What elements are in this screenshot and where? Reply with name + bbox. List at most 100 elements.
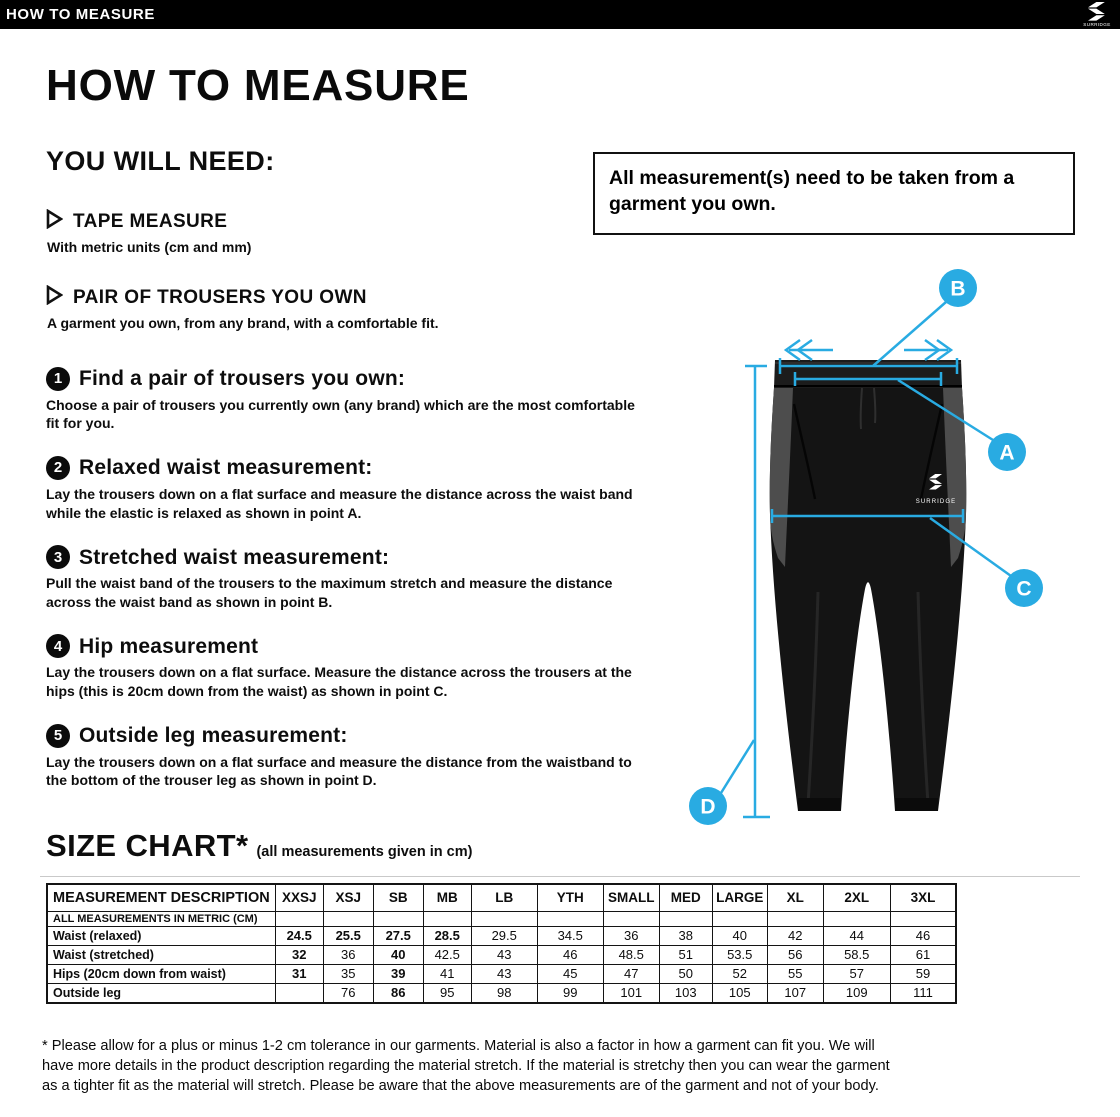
step-title: Relaxed waist measurement: — [79, 456, 373, 480]
empty-cell — [470, 910, 538, 927]
step-description: Pull the waist band of the trousers to t… — [46, 575, 613, 610]
step-title: Hip measurement — [79, 634, 259, 658]
step-1: 1 Find a pair of trousers you own: Choos… — [46, 366, 650, 433]
step-number-badge: 1 — [46, 366, 70, 391]
value-cell: 42 — [766, 925, 824, 946]
column-header: YTH — [536, 883, 604, 912]
step-title: Stretched waist measurement: — [79, 545, 390, 569]
value-cell: 40 — [372, 944, 424, 965]
step-2: 2 Relaxed waist measurement: Lay the tro… — [46, 455, 650, 522]
value-cell: 27.5 — [372, 925, 424, 946]
size-chart-table: MEASUREMENT DESCRIPTION XXSJ XSJ SB MB LB YTH S… — [46, 883, 958, 1004]
size-chart-heading: SIZE CHART* (all measurements given in c… — [46, 828, 472, 864]
value-cell: 55 — [766, 963, 824, 984]
surridge-logo-icon: SURRIDGE — [1083, 2, 1110, 27]
value-cell: 52 — [711, 963, 768, 984]
value-cell: 86 — [372, 982, 424, 1003]
page-title: HOW TO MEASURE — [46, 61, 470, 110]
size-chart-table-wrap: MEASUREMENT DESCRIPTION XXSJ XSJ SB MB LB YTH S… — [46, 883, 958, 1004]
column-header: 2XL — [822, 883, 891, 912]
svg-text:A: A — [999, 442, 1014, 465]
value-cell: 45 — [536, 963, 604, 984]
step-number-badge: 5 — [46, 723, 70, 748]
step-description: Lay the trousers down on a flat surface … — [46, 753, 632, 789]
measurement-diagram: SURRIDGE — [689, 262, 1095, 842]
table-row: Waist (relaxed) 24.5 25.5 27.5 28.5 29.5 34.5 3… — [46, 925, 957, 946]
value-cell: 29.5 — [470, 925, 538, 946]
column-header: SMALL — [602, 883, 660, 912]
size-chart-subtitle: (all measurements given in cm) — [256, 844, 473, 860]
measurement-annotations — [719, 301, 1012, 819]
surridge-logo: SURRIDGE — [1080, 1, 1114, 28]
column-header: XXSJ — [274, 883, 324, 912]
stretch-arrow-left — [783, 338, 833, 362]
step-number-badge: 3 — [46, 545, 70, 570]
empty-cell — [422, 910, 472, 927]
value-cell: 41 — [422, 963, 472, 984]
need-item-trousers: PAIR OF TROUSERS YOU OWN A garment you o… — [46, 284, 650, 331]
value-cell: 28.5 — [422, 925, 472, 946]
column-header: XSJ — [322, 883, 374, 912]
value-cell: 98 — [470, 982, 538, 1003]
empty-cell — [822, 910, 891, 927]
table-row: Outside leg 76 86 95 98 99 101 103 105 107 109 111 — [46, 982, 957, 1003]
note-box: All measurement(s) need to be taken from… — [593, 152, 1075, 235]
value-cell: 58.5 — [822, 944, 891, 965]
value-cell: 111 — [889, 982, 957, 1003]
value-cell: 105 — [711, 982, 768, 1003]
value-cell: 57 — [822, 963, 891, 984]
empty-cell — [274, 910, 324, 927]
empty-cell — [711, 910, 768, 927]
value-cell: 95 — [422, 982, 472, 1003]
value-cell: 32 — [274, 944, 324, 965]
value-cell — [274, 982, 324, 1003]
row-label: Hips (20cm down from waist) — [46, 963, 276, 984]
note-box-text: All measurement(s) need to be taken from… — [609, 167, 1015, 216]
step-5: 5 Outside leg measurement: Lay the trous… — [46, 723, 650, 790]
value-cell: 51 — [658, 944, 713, 965]
column-header: LARGE — [711, 883, 768, 912]
value-cell: 44 — [822, 925, 891, 946]
value-cell: 35 — [322, 963, 374, 984]
column-header: XL — [766, 883, 824, 912]
section-divider — [40, 876, 1080, 877]
step-description: Lay the trousers down on a flat surface … — [46, 485, 633, 521]
marker-d: D — [689, 787, 727, 825]
value-cell: 39 — [372, 963, 424, 984]
empty-cell — [658, 910, 713, 927]
value-cell: 101 — [602, 982, 660, 1003]
footnote-text: * Please allow for a plus or minus 1-2 c… — [42, 1037, 890, 1094]
table-row: Waist (stretched) 32 36 40 42.5 43 46 48.5 51 53.… — [46, 944, 957, 965]
value-cell: 38 — [658, 925, 713, 946]
empty-cell — [766, 910, 824, 927]
step-title: Find a pair of trousers you own: — [79, 367, 406, 391]
value-cell: 36 — [602, 925, 660, 946]
value-cell: 34.5 — [536, 925, 604, 946]
table-row: Hips (20cm down from waist) 31 35 39 41 43 45 4… — [46, 963, 957, 984]
value-cell: 42.5 — [422, 944, 472, 965]
value-cell: 99 — [536, 982, 604, 1003]
empty-cell — [372, 910, 424, 927]
marker-c: C — [1005, 569, 1043, 607]
value-cell: 46 — [889, 925, 957, 946]
column-header: SB — [372, 883, 424, 912]
triangle-bullet-icon — [46, 208, 64, 235]
column-header: LB — [470, 883, 538, 912]
value-cell: 40 — [711, 925, 768, 946]
trousers-diagram-svg: SURRIDGE — [689, 269, 1043, 825]
step-description: Choose a pair of trousers you currently … — [46, 396, 635, 432]
top-bar-title: HOW TO MEASURE — [6, 6, 155, 23]
need-item-title: PAIR OF TROUSERS YOU OWN — [73, 286, 367, 308]
step-number-badge: 2 — [46, 455, 70, 480]
trousers-image: SURRIDGE — [769, 360, 967, 811]
metric-row-label: ALL MEASUREMENTS IN METRIC (CM) — [46, 910, 276, 927]
surridge-garment-logo: SURRIDGE — [916, 474, 955, 505]
need-item-title: TAPE MEASURE — [73, 211, 228, 233]
marker-circles: B A C D — [689, 269, 1043, 825]
value-cell: 48.5 — [602, 944, 660, 965]
value-cell: 31 — [274, 963, 324, 984]
surridge-logo-text: SURRIDGE — [1083, 22, 1110, 27]
need-item-description: A garment you own, from any brand, with … — [47, 314, 439, 331]
marker-b: B — [939, 269, 977, 307]
empty-cell — [536, 910, 604, 927]
